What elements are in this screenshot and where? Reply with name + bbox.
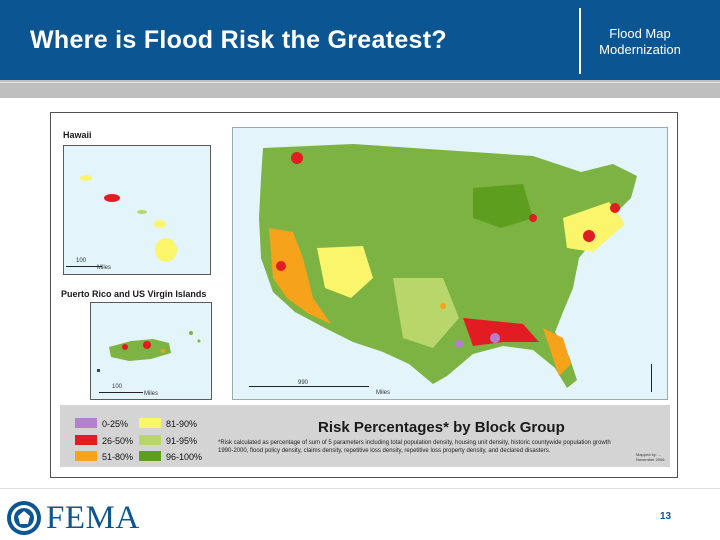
main-scale-unit: Miles (376, 390, 391, 396)
legend-swatch-96-100 (139, 451, 161, 461)
pr-scale-value: 100 (112, 384, 123, 390)
legend-label-0-25: 0-25% (102, 419, 129, 429)
urban-risk-spot (610, 203, 620, 213)
urban-risk-spot (529, 214, 537, 222)
oahu-island (104, 194, 120, 202)
hawaii-scale-bar (66, 266, 102, 267)
urban-risk-spot (276, 261, 286, 271)
pr-scale-bar (99, 392, 143, 393)
puerto-rico-inset (90, 302, 212, 400)
dhs-seal-icon (7, 501, 41, 535)
kauai-island (80, 175, 92, 181)
header-band (0, 80, 720, 98)
legend-swatch-51-80 (75, 451, 97, 461)
main-scale-bar (249, 386, 369, 387)
pr-scale-unit: Miles (144, 391, 159, 397)
pr-inset-label: Puerto Rico and US Virgin Islands (61, 289, 207, 299)
pr-risk-spot (122, 344, 128, 350)
molokai-island (137, 210, 147, 214)
footer-rule (0, 488, 720, 489)
urban-risk-spot (583, 230, 595, 242)
program-name-line1: Flood Map (609, 26, 671, 41)
us-flood-risk-map (249, 144, 652, 392)
legend-swatch-81-90 (139, 418, 161, 428)
slide-title: Where is Flood Risk the Greatest? (30, 26, 447, 54)
gulf-coast-risk (463, 318, 539, 346)
hawaii-inset-label: Hawaii (63, 130, 92, 140)
low-risk-spot (455, 340, 463, 348)
pr-risk-spot (143, 341, 151, 349)
legend-title: Risk Percentages* by Block Group (318, 419, 565, 436)
hawaii-inset (63, 145, 211, 275)
legend-swatch-26-50 (75, 435, 97, 445)
low-risk-spot (490, 333, 500, 343)
urban-risk-spot (291, 152, 303, 164)
program-name-line2: Modernization (599, 42, 681, 57)
page-number: 13 (660, 511, 672, 522)
continental-us-map (232, 127, 668, 400)
main-scale-value: 990 (298, 380, 309, 386)
pr-risk-spot (161, 349, 165, 353)
maui-island (154, 220, 166, 228)
legend-label-81-90: 81-90% (166, 419, 198, 429)
hawaii-scale-unit: Miles (97, 265, 112, 271)
legend-swatch-91-95 (139, 435, 161, 445)
midwest-region (473, 184, 533, 228)
northeast-region (563, 202, 625, 252)
legend-label-91-95: 91-95% (166, 436, 198, 446)
southwest-risk-region (269, 228, 331, 324)
texas-region (393, 278, 459, 348)
urban-risk-spot (440, 303, 446, 309)
great-basin-region (317, 246, 373, 298)
legend-label-51-80: 51-80% (102, 452, 134, 462)
map-credit: Mapped by: ... November 2006 (636, 452, 665, 462)
north-arrow (651, 364, 652, 392)
legend-swatch-0-25 (75, 418, 97, 428)
virgin-island (189, 331, 193, 335)
virgin-island (197, 339, 201, 343)
band-highlight (0, 82, 720, 83)
hawaii-scale-value: 100 (76, 258, 87, 264)
slide-header: Where is Flood Risk the Greatest? Flood … (0, 0, 720, 80)
legend-label-96-100: 96-100% (166, 452, 203, 462)
program-name: Flood Map Modernization (588, 26, 692, 58)
legend-panel (60, 405, 670, 467)
hawaii-islands-map (66, 175, 177, 267)
header-divider (579, 8, 581, 74)
fema-logo-text: FEMA (46, 500, 140, 536)
puerto-rico-map (97, 331, 201, 393)
us-landmass (259, 144, 637, 388)
florida-risk (543, 328, 571, 376)
legend-label-26-50: 26-50% (102, 436, 134, 446)
small-island-marker (97, 369, 100, 372)
hawaii-big-island (155, 238, 177, 262)
slide-footer (0, 488, 720, 540)
legend-footnote: *Risk calculated as percentage of sum of… (218, 440, 611, 454)
